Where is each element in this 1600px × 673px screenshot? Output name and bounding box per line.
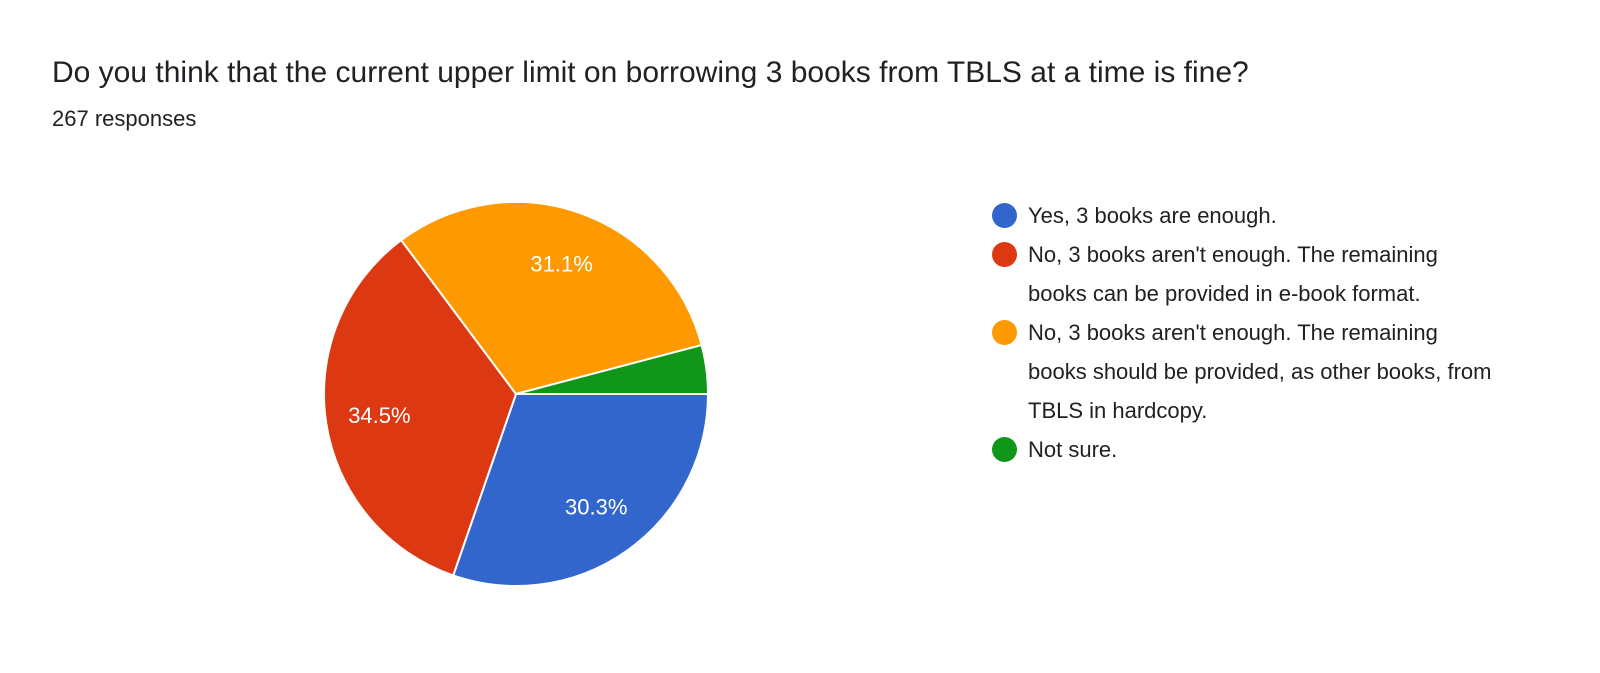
pie-slice bbox=[451, 393, 710, 587]
legend-swatch-icon bbox=[992, 242, 1017, 267]
legend-swatch-icon bbox=[992, 320, 1017, 345]
legend-item: No, 3 books aren't enough. The remaining… bbox=[990, 313, 1498, 430]
legend-swatch-icon bbox=[992, 203, 1017, 228]
legend-item: Yes, 3 books are enough. bbox=[990, 196, 1510, 235]
legend-label: No, 3 books aren't enough. The remaining… bbox=[1028, 320, 1492, 423]
pie-slice bbox=[323, 238, 518, 577]
chart-title: Do you think that the current upper limi… bbox=[52, 56, 1249, 89]
pie-slice bbox=[399, 201, 703, 396]
pie-slice bbox=[515, 343, 710, 395]
slice-label: 31.1% bbox=[530, 251, 592, 276]
legend-item: Not sure. bbox=[990, 430, 1510, 469]
slice-label: 34.5% bbox=[348, 403, 410, 428]
legend-item: No, 3 books aren't enough. The remaining… bbox=[990, 235, 1468, 313]
legend-label: Not sure. bbox=[1028, 437, 1118, 462]
legend-label: Yes, 3 books are enough. bbox=[1028, 203, 1277, 228]
response-count: 267 responses bbox=[52, 106, 197, 131]
slice-label: 30.3% bbox=[565, 495, 627, 520]
legend: Yes, 3 books are enough. No, 3 books aren… bbox=[990, 196, 1510, 469]
legend-swatch-icon bbox=[992, 437, 1017, 462]
legend-label: No, 3 books aren't enough. The remaining… bbox=[1028, 242, 1438, 306]
